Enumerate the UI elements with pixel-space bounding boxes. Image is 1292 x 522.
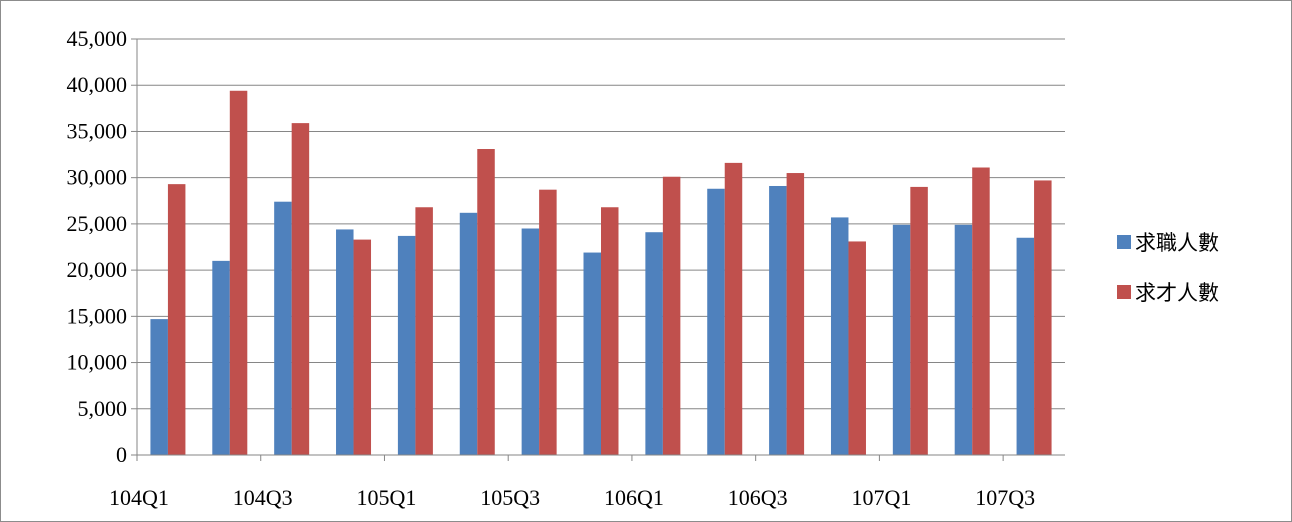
bar-series-2-105Q1 — [415, 207, 433, 455]
bar-series-1-105Q2 — [459, 212, 478, 455]
bar-series-1-105Q3 — [521, 228, 540, 455]
axes — [131, 38, 1065, 461]
bar-series-2-107Q3 — [1034, 180, 1052, 455]
legend-label-1: 求職人數 — [1135, 231, 1219, 255]
bar-series-2-106Q4 — [848, 241, 866, 455]
bar-series-1-105Q4 — [583, 252, 601, 455]
x-tick-label: 107Q1 — [851, 485, 911, 510]
bar-series-1-105Q1 — [397, 235, 416, 455]
bar-series-2-106Q2 — [724, 162, 743, 455]
y-tick-label: 30,000 — [67, 165, 128, 190]
bar-series-2-104Q2 — [229, 90, 248, 456]
legend-label-2: 求才人數 — [1135, 281, 1219, 305]
y-tick-label: 15,000 — [67, 303, 128, 328]
x-tick-label: 105Q1 — [357, 485, 417, 510]
y-tick-label: 0 — [116, 442, 127, 467]
bar-series-2-107Q1 — [910, 186, 928, 455]
bar-series-1-106Q1 — [645, 232, 663, 455]
legend-swatch-1 — [1117, 235, 1131, 249]
bar-series-1-104Q4 — [336, 229, 354, 455]
bar-series-2-106Q3 — [786, 173, 805, 456]
tick-labels: 0 5,000 10,000 15,000 20,000 25,000 30,000 35,0… — [67, 26, 1036, 510]
bar-series-2-104Q3 — [291, 123, 310, 456]
y-tick-label: 20,000 — [67, 257, 128, 282]
bar-series-1-107Q2 — [954, 224, 973, 455]
x-tick-label: 104Q1 — [109, 485, 169, 510]
y-tick-label: 25,000 — [67, 211, 128, 236]
x-tick-label: 105Q3 — [480, 485, 540, 510]
bar-series-1-106Q4 — [830, 217, 849, 455]
bar-series-1-106Q3 — [769, 185, 787, 456]
bars — [150, 90, 1052, 456]
legend-swatch-2 — [1117, 285, 1131, 299]
bar-series-1-104Q1 — [150, 319, 168, 455]
bar-series-2-104Q4 — [353, 239, 372, 455]
bar-series-2-104Q1 — [167, 184, 186, 455]
x-tick-label: 104Q3 — [233, 485, 293, 510]
bar-series-2-107Q2 — [972, 167, 990, 455]
bar-series-1-107Q1 — [892, 224, 911, 455]
bar-series-1-107Q3 — [1016, 237, 1035, 455]
bar-series-2-106Q1 — [662, 176, 681, 456]
y-tick-label: 45,000 — [67, 26, 128, 51]
x-tick-label: 106Q1 — [604, 485, 664, 510]
y-tick-label: 5,000 — [78, 396, 128, 421]
bar-series-1-104Q3 — [274, 201, 292, 455]
y-tick-label: 35,000 — [67, 118, 128, 143]
y-tick-label: 40,000 — [67, 72, 128, 97]
bar-series-2-105Q3 — [539, 189, 557, 455]
y-tick-label: 10,000 — [67, 350, 128, 375]
bar-series-2-105Q2 — [477, 149, 495, 455]
x-tick-label: 106Q3 — [728, 485, 788, 510]
bar-series-2-105Q4 — [601, 207, 619, 455]
x-tick-label: 107Q3 — [975, 485, 1035, 510]
bar-series-1-106Q2 — [707, 188, 725, 455]
bar-series-1-104Q2 — [212, 260, 230, 455]
